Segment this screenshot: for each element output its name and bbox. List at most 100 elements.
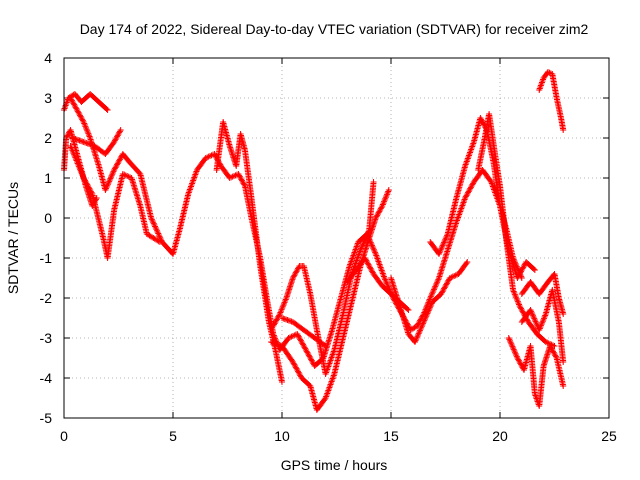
data-point xyxy=(279,305,286,312)
data-point xyxy=(116,128,123,135)
data-point xyxy=(80,173,87,180)
data-point xyxy=(511,349,518,356)
data-point xyxy=(452,272,459,279)
data-point xyxy=(508,340,515,347)
data-point xyxy=(445,277,452,284)
data-point xyxy=(122,172,129,179)
data-point xyxy=(238,176,245,183)
data-point xyxy=(382,277,389,284)
data-point xyxy=(277,309,284,316)
data-point xyxy=(74,160,81,167)
data-point xyxy=(438,291,445,297)
data-point xyxy=(518,305,525,312)
data-point xyxy=(437,248,444,255)
data-point xyxy=(109,171,116,178)
data-point xyxy=(294,265,301,272)
data-point xyxy=(376,208,383,215)
data-point xyxy=(292,271,299,277)
data-point xyxy=(430,287,437,294)
data-point xyxy=(112,136,119,143)
data-point xyxy=(211,151,218,157)
data-point xyxy=(538,321,545,328)
data-point xyxy=(281,299,288,306)
data-point xyxy=(358,245,365,252)
data-point xyxy=(156,239,163,245)
data-point xyxy=(411,339,418,345)
data-point xyxy=(70,100,77,107)
data-point xyxy=(520,264,527,271)
data-point xyxy=(432,282,439,289)
data-point xyxy=(151,222,158,229)
data-point xyxy=(528,308,535,315)
data-point xyxy=(81,120,88,127)
data-point xyxy=(104,107,111,113)
data-point xyxy=(125,173,132,180)
data-point xyxy=(111,137,118,144)
data-point xyxy=(428,301,435,308)
data-point xyxy=(429,289,436,296)
data-point xyxy=(63,133,70,140)
data-point xyxy=(82,179,89,185)
data-point xyxy=(514,297,521,304)
series-arc-12 xyxy=(427,115,538,281)
data-point xyxy=(507,339,514,346)
data-point xyxy=(76,112,83,119)
data-point xyxy=(288,333,295,340)
data-point xyxy=(278,306,285,313)
data-point xyxy=(536,327,543,333)
data-point xyxy=(295,369,302,376)
y-axis-label: SDTVAR / TECUs xyxy=(5,182,21,294)
data-point xyxy=(111,165,118,172)
data-point xyxy=(74,108,81,115)
data-point xyxy=(552,352,559,359)
data-point xyxy=(432,283,439,290)
data-point xyxy=(420,319,427,325)
data-point xyxy=(155,230,162,237)
data-point xyxy=(440,239,447,246)
data-point xyxy=(463,260,470,267)
data-point xyxy=(290,360,297,367)
data-point xyxy=(289,333,296,339)
data-point xyxy=(422,314,429,321)
data-point xyxy=(420,320,427,327)
data-point xyxy=(103,106,110,112)
data-point xyxy=(152,224,159,231)
data-point xyxy=(115,159,122,165)
data-point xyxy=(528,309,535,316)
data-point xyxy=(117,155,124,161)
data-point xyxy=(294,368,301,375)
data-point xyxy=(560,383,567,389)
data-point xyxy=(78,169,85,176)
data-point xyxy=(84,129,91,136)
data-point xyxy=(278,308,285,315)
data-point xyxy=(297,372,304,379)
data-point xyxy=(477,115,484,121)
data-point xyxy=(418,323,425,330)
data-point xyxy=(292,364,299,371)
data-point xyxy=(444,279,451,285)
data-point xyxy=(68,97,75,104)
data-point xyxy=(236,172,243,179)
data-point xyxy=(67,95,74,101)
data-point xyxy=(377,205,384,212)
data-point xyxy=(72,156,79,163)
data-point xyxy=(382,194,389,201)
y-tick-label: -1 xyxy=(40,250,53,266)
data-point xyxy=(414,333,421,340)
data-point xyxy=(550,348,557,355)
data-point xyxy=(434,277,441,284)
data-point xyxy=(308,357,315,364)
data-point xyxy=(239,177,246,184)
data-point xyxy=(153,227,160,234)
data-point xyxy=(446,275,453,281)
data-point xyxy=(364,259,371,265)
data-point xyxy=(85,184,92,191)
data-point xyxy=(113,163,120,169)
data-point xyxy=(412,337,419,344)
data-point xyxy=(374,211,381,217)
data-point xyxy=(81,176,88,183)
data-point xyxy=(467,185,474,192)
data-point xyxy=(363,257,370,264)
data-point xyxy=(547,343,554,349)
data-point xyxy=(433,280,440,287)
